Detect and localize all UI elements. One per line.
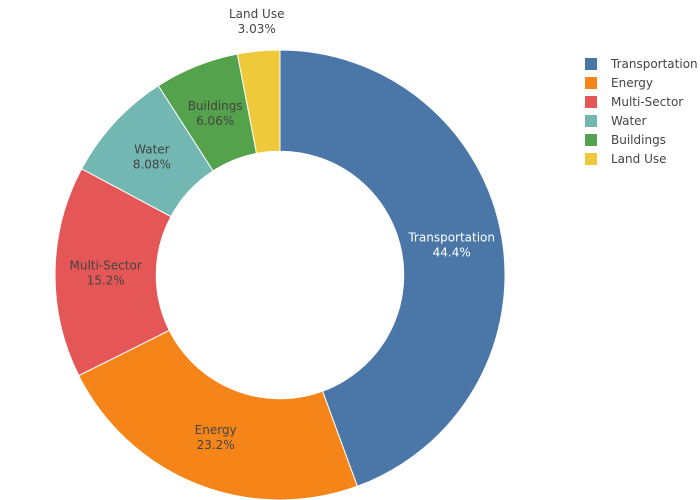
legend-swatch — [585, 96, 597, 108]
slice-transportation[interactable] — [279, 49, 506, 487]
slice-multi-sector[interactable] — [54, 168, 172, 377]
legend-label: Transportation — [610, 57, 698, 71]
legend-label: Water — [611, 114, 647, 128]
legend-item-multi-sector[interactable]: Multi-Sector — [585, 95, 683, 109]
slice-land-use[interactable] — [236, 49, 281, 155]
legend-swatch — [585, 153, 597, 165]
legend-item-buildings[interactable]: Buildings — [585, 133, 666, 147]
legend-label: Energy — [611, 76, 653, 90]
legend-item-transportation[interactable]: Transportation — [585, 57, 698, 71]
legend-item-energy[interactable]: Energy — [585, 76, 653, 90]
legend-item-land-use[interactable]: Land Use — [585, 152, 667, 166]
slice-label-water: Water 8.08% — [133, 143, 171, 172]
legend-label: Buildings — [611, 133, 666, 147]
slice-label-land-use: Land Use 3.03% — [229, 7, 285, 36]
donut-slices — [54, 49, 506, 500]
legend: Transportation Energy Multi-Sector Water Bui… — [585, 57, 698, 166]
legend-swatch — [585, 115, 597, 127]
legend-swatch — [585, 77, 597, 89]
slice-label-multi-sector: Multi-Sector 15.2% — [70, 259, 142, 288]
legend-label: Multi-Sector — [611, 95, 683, 109]
legend-item-water[interactable]: Water — [585, 114, 647, 128]
slice-label-energy: Energy 23.2% — [195, 423, 237, 452]
legend-swatch — [585, 134, 597, 146]
slice-label-transportation: Transportation 44.4% — [407, 231, 495, 260]
slice-energy[interactable] — [78, 329, 359, 500]
slice-labels: Transportation 44.4% Energy 23.2% Multi-Sect… — [70, 7, 496, 452]
legend-label: Land Use — [611, 152, 667, 166]
slice-label-buildings: Buildings 6.06% — [188, 99, 243, 128]
legend-swatch — [585, 58, 597, 70]
